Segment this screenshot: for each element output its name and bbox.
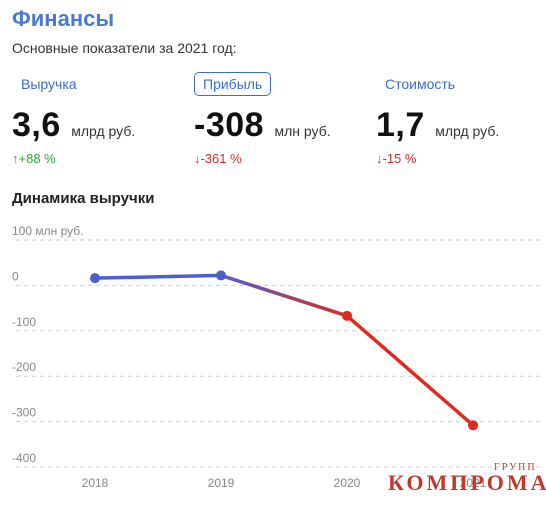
- y-tick-label: 100 млн руб.: [12, 224, 83, 238]
- tab-revenue[interactable]: Выручка: [21, 76, 77, 92]
- data-point[interactable]: [342, 310, 352, 321]
- tab-valuation[interactable]: Стоимость: [385, 76, 456, 92]
- series-line-segment: [219, 273, 349, 318]
- metric-value: -308: [194, 106, 265, 144]
- metric-value: 1,7: [376, 106, 425, 144]
- data-point[interactable]: [468, 420, 478, 431]
- metric-profit: Прибыль -308 млн руб. ↓-361 %: [194, 72, 374, 166]
- metric-value: 3,6: [12, 106, 61, 144]
- tab-profit[interactable]: Прибыль: [194, 72, 272, 96]
- watermark-logo: КОМПРОМАТ: [388, 470, 546, 495]
- metric-change: ↓-15 %: [376, 151, 417, 166]
- x-tick-label: 2020: [334, 476, 361, 490]
- metric-unit: млн руб.: [274, 123, 331, 139]
- series-line-segment: [93, 273, 223, 280]
- chart-title: Динамика выручки: [12, 190, 155, 207]
- y-tick-label: -400: [12, 451, 36, 465]
- data-point[interactable]: [90, 273, 100, 284]
- metric-change: ↓-361 %: [194, 151, 242, 166]
- y-tick-label: -300: [12, 406, 36, 420]
- metric-revenue: Выручка 3,6 млрд руб. ↑+88 %: [12, 72, 192, 166]
- x-tick-label: 2018: [82, 476, 109, 490]
- metric-unit: млрд руб.: [71, 123, 136, 139]
- x-tick-label: 2019: [208, 476, 235, 490]
- y-tick-label: -100: [12, 315, 36, 329]
- metric-unit: млрд руб.: [435, 123, 500, 139]
- data-point[interactable]: [216, 270, 226, 281]
- series-line-segment: [345, 314, 475, 427]
- page-title: Финансы: [12, 6, 115, 31]
- metric-valuation: Стоимость 1,7 млрд руб. ↓-15 %: [376, 72, 546, 166]
- page-subtitle: Основные показатели за 2021 год:: [12, 40, 237, 56]
- x-tick-label: 2021: [460, 476, 487, 490]
- y-tick-label: -200: [12, 360, 36, 374]
- metric-change: ↑+88 %: [12, 151, 56, 166]
- watermark-logo-sub: ГРУПП: [494, 462, 537, 473]
- y-tick-label: 0: [12, 269, 19, 283]
